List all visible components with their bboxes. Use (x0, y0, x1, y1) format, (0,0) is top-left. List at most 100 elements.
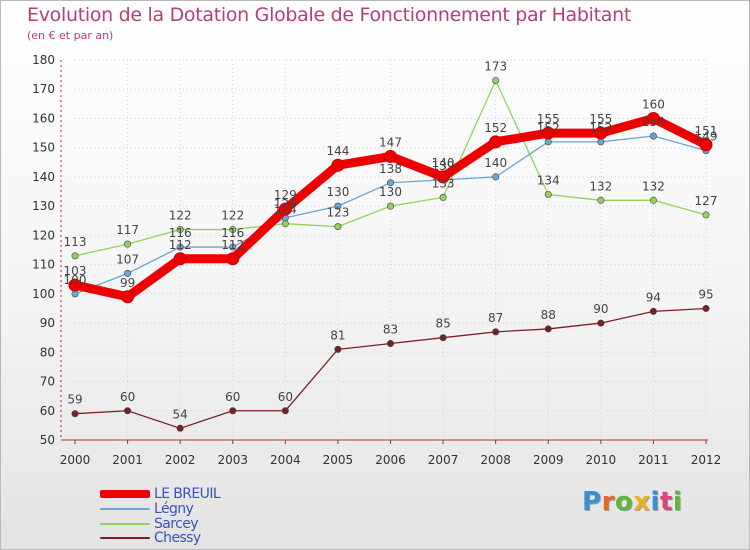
data-label: 54 (173, 407, 188, 421)
data-label: 133 (432, 176, 455, 190)
x-tick-label: 2010 (586, 453, 617, 467)
legend-label-legny: Légny (154, 500, 194, 517)
data-label: 132 (589, 179, 612, 193)
x-tick-label: 2001 (112, 453, 143, 467)
chart-title: Evolution de la Dotation Globale de Fonc… (27, 4, 632, 26)
x-tick-label: 2007 (428, 453, 459, 467)
data-label: 112 (169, 238, 192, 252)
logo-letter: o (614, 487, 634, 517)
data-point (229, 407, 237, 415)
data-point (386, 340, 394, 348)
data-point (281, 220, 289, 228)
legend-item-sarcey: Sarcey (100, 516, 199, 532)
data-point (331, 158, 345, 172)
data-label: 149 (695, 130, 718, 144)
data-label: 122 (221, 209, 244, 223)
data-label: 152 (484, 121, 507, 135)
x-tick-label: 2005 (323, 453, 354, 467)
y-tick-label: 60 (40, 404, 55, 418)
data-point (436, 170, 450, 184)
data-label: 130 (379, 185, 402, 199)
data-point (176, 226, 184, 234)
data-label: 116 (169, 226, 192, 240)
data-point (386, 179, 394, 187)
data-point (544, 138, 552, 146)
legend-swatch-legny (100, 507, 150, 510)
legend-swatch-le-breuil (100, 489, 150, 498)
data-label: 87 (488, 311, 503, 325)
legend-item-chessy: Chessy (100, 530, 201, 546)
data-point (71, 252, 79, 260)
data-point (334, 345, 342, 353)
data-label: 95 (698, 287, 713, 301)
data-point (124, 269, 132, 277)
data-label: 59 (67, 393, 82, 407)
data-point (386, 202, 394, 210)
data-point (334, 202, 342, 210)
data-point (699, 138, 713, 152)
data-point (124, 407, 132, 415)
data-point (649, 196, 657, 204)
data-label: 130 (326, 185, 349, 199)
data-label: 127 (695, 194, 718, 208)
data-label: 99 (120, 276, 135, 290)
data-label: 132 (642, 179, 665, 193)
data-point (702, 211, 710, 219)
data-label: 83 (383, 323, 398, 337)
data-point (173, 252, 187, 266)
data-label: 117 (116, 223, 139, 237)
data-point (439, 334, 447, 342)
y-tick-label: 130 (32, 199, 55, 213)
data-point (544, 190, 552, 198)
legend-swatch-chessy (100, 536, 150, 539)
y-tick-label: 90 (40, 316, 55, 330)
y-tick-label: 120 (32, 228, 55, 242)
y-tick-label: 160 (32, 111, 55, 125)
data-point (489, 135, 503, 149)
x-tick-label: 2008 (480, 453, 511, 467)
data-label: 155 (537, 112, 560, 126)
proxiti-logo: Proxiti (582, 487, 682, 517)
data-label: 138 (379, 162, 402, 176)
data-label: 123 (326, 206, 349, 220)
data-point (278, 202, 292, 216)
logo-letter: t (659, 487, 673, 517)
data-label: 140 (484, 156, 507, 170)
data-point (68, 278, 82, 292)
data-point (492, 173, 500, 181)
data-label: 134 (537, 173, 560, 187)
data-label: 152 (589, 121, 612, 135)
y-tick-label: 110 (32, 258, 55, 272)
y-tick-label: 140 (32, 170, 55, 184)
data-label: 154 (642, 115, 665, 129)
chart-subtitle: (en € et par an) (27, 29, 114, 42)
data-label: 160 (642, 97, 665, 111)
data-label: 112 (221, 238, 244, 252)
x-tick-label: 2000 (60, 453, 91, 467)
data-label: 60 (120, 390, 135, 404)
data-label: 124 (274, 203, 297, 217)
legend-item-legny: Légny (100, 500, 194, 517)
data-label: 140 (432, 156, 455, 170)
data-point (649, 307, 657, 315)
data-point (226, 252, 240, 266)
data-label: 116 (221, 226, 244, 240)
x-tick-label: 2004 (270, 453, 301, 467)
x-tick-label: 2011 (638, 453, 669, 467)
data-label: 94 (646, 290, 661, 304)
data-point (544, 325, 552, 333)
y-tick-label: 70 (40, 375, 55, 389)
data-label: 144 (326, 144, 349, 158)
data-point (124, 240, 132, 248)
x-tick-label: 2006 (375, 453, 406, 467)
data-label: 155 (589, 112, 612, 126)
data-point (594, 126, 608, 140)
x-tick-label: 2012 (691, 453, 722, 467)
data-label: 126 (274, 197, 297, 211)
logo-letter: x (633, 487, 651, 517)
data-point (649, 132, 657, 140)
data-label: 151 (695, 124, 718, 138)
data-point (702, 304, 710, 312)
data-point (597, 319, 605, 327)
data-label: 81 (330, 328, 345, 342)
